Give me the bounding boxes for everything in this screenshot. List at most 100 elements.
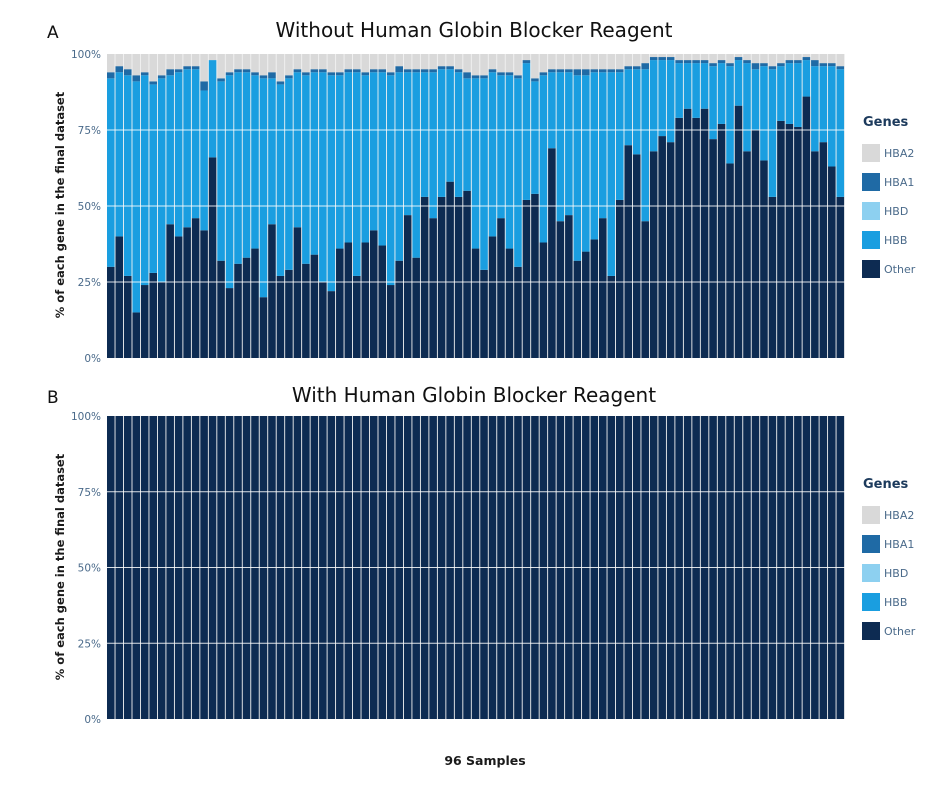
panel-a-bar-hbb-sample-48: [505, 75, 514, 249]
panel-a-bar-hba2-sample-49: [514, 54, 522, 76]
panel-a-bar-hba2-sample-33: [378, 54, 387, 70]
panel-a-bar-other-sample-2: [115, 236, 124, 358]
panel-a-bar-other-sample-6: [149, 272, 157, 358]
panel-a-y-axis-label: % of each gene in the final dataset: [53, 91, 67, 318]
panel-a-bar-hbb-sample-6: [149, 84, 157, 273]
panel-a-bar-other-sample-25: [310, 254, 319, 358]
panel-a-bar-hbb-sample-57: [582, 75, 590, 252]
panel-a-bar-hba1-sample-84: [811, 60, 819, 67]
panel-a-bar-hba2-sample-6: [149, 54, 157, 82]
panel-b-letter: B: [47, 388, 59, 408]
panel-a-bar-hbb-sample-31: [361, 75, 370, 243]
panel-a-bar-hba1-sample-34: [386, 72, 395, 76]
panel-b-legend: Genes HBA2 HBA1 HBD HBB Other: [862, 477, 916, 640]
panel-a-bar-hba1-sample-78: [760, 63, 768, 67]
panel-a-bar-other-sample-67: [666, 142, 675, 358]
panel-a-bar-other-sample-33: [378, 245, 387, 358]
panel-a-bar-hba2-sample-60: [607, 54, 616, 70]
panel-a-bar-hba2-sample-73: [717, 54, 726, 61]
panel-a-bar-hba1-sample-27: [327, 72, 336, 76]
panel-a-bar-hbb-sample-25: [310, 72, 319, 255]
panel-a-y-tick-label: 0%: [84, 353, 101, 365]
panel-a-bar-hba1-sample-55: [565, 69, 573, 73]
panel-a-bar-hba2-sample-26: [319, 54, 327, 70]
panel-a-bar-hba2-sample-38: [420, 54, 429, 70]
panel-a-bar-other-sample-84: [811, 151, 819, 358]
panel-a-bar-hba2-sample-52: [539, 54, 548, 73]
panel-a-legend: Genes HBA2 HBA1 HBD HBB Other: [862, 115, 916, 278]
panel-a-bar-hba1-sample-20: [268, 72, 276, 79]
panel-a-bar-hba2-sample-80: [777, 54, 785, 64]
panel-a-bar-other-sample-60: [607, 275, 616, 358]
panel-a-bar-hba1-sample-65: [649, 57, 658, 61]
panel-a-bar-other-sample-28: [336, 248, 344, 358]
panel-a-bar-hba1-sample-69: [683, 60, 692, 64]
panel-a-bar-hba2-sample-53: [548, 54, 556, 70]
panel-b-y-tick-label: 25%: [78, 638, 101, 650]
panel-a-bar-other-sample-57: [582, 251, 590, 358]
panel-a-bar-hba2-sample-32: [369, 54, 378, 70]
panel-a-bar-hba2-sample-69: [683, 54, 692, 61]
panel-a-bar-hba2-sample-9: [174, 54, 183, 70]
panel-a-bar-hbb-sample-36: [403, 72, 412, 216]
panel-a-bar-hbb-sample-21: [276, 84, 285, 276]
panel-b-legend-label-hba2: HBA2: [884, 509, 914, 522]
panel-a-bar-hbb-sample-64: [641, 69, 649, 222]
panel-a-bar-other-sample-42: [454, 196, 463, 358]
panel-a-bar-hba2-sample-35: [395, 54, 403, 67]
panel-a-bar-hba2-sample-41: [446, 54, 454, 67]
panel-a-bar-hbb-sample-75: [734, 60, 743, 106]
panel-a-bar-hba2-sample-48: [505, 54, 514, 73]
panel-a-bar-other-sample-17: [242, 257, 251, 358]
panel-a-bar-other-sample-75: [734, 105, 743, 359]
panel-b-y-tick-label: 0%: [84, 714, 101, 726]
panel-a-bar-other-sample-13: [208, 157, 217, 358]
panel-a-bar-hba1-sample-45: [480, 75, 488, 79]
panel-a-bar-hba1-sample-82: [794, 60, 802, 64]
panel-a-bar-other-sample-22: [285, 269, 293, 358]
panel-a-bar-other-sample-54: [556, 221, 565, 358]
panel-a-bar-hbb-sample-74: [726, 66, 734, 164]
panel-a-bar-other-sample-4: [132, 312, 141, 358]
panel-a-bar-hba2-sample-54: [556, 54, 565, 70]
panel-a-bar-hba2-sample-46: [488, 54, 497, 70]
panel-a-legend-label-hba2: HBA2: [884, 147, 914, 160]
panel-b-legend-swatch-hbd: [862, 564, 880, 582]
panel-a-bar-hba1-sample-49: [514, 75, 522, 79]
panel-a-bar-hbb-sample-30: [353, 72, 361, 276]
panel-a-bar-hba1-sample-15: [225, 72, 234, 76]
panel-a-bar-hba1-sample-63: [632, 66, 641, 70]
panel-a-bar-other-sample-14: [217, 260, 225, 358]
panel-a-bar-other-sample-56: [573, 260, 582, 358]
panel-a-letter: A: [47, 23, 59, 43]
panel-a-bar-hbb-sample-50: [522, 63, 531, 200]
panel-b-legend-swatch-hba2: [862, 506, 880, 524]
panel-a-bar-hba1-sample-70: [692, 60, 700, 64]
panel-a-bar-hbb-sample-26: [319, 72, 327, 283]
panel-a-bar-hba2-sample-31: [361, 54, 370, 73]
panel-a-bar-hba1-sample-74: [726, 63, 734, 67]
panel-a-bar-other-sample-51: [531, 193, 539, 358]
panel-a-bar-other-sample-41: [446, 181, 454, 358]
panel-a-bar-hbb-sample-85: [819, 66, 828, 143]
panel-a-bar-other-sample-50: [522, 199, 531, 358]
panel-a-bar-hba2-sample-57: [582, 54, 590, 70]
panel-a-bar-hba1-sample-39: [429, 69, 437, 73]
panel-a-bar-hba1-sample-35: [395, 66, 403, 73]
panel-a-bar-hba2-sample-79: [768, 54, 777, 67]
panel-a-bar-hbb-sample-33: [378, 72, 387, 246]
panel-a-legend-swatch-other: [862, 260, 880, 278]
panel-b-y-tick-label: 75%: [78, 487, 101, 499]
panel-a-bar-hba1-sample-36: [403, 69, 412, 73]
panel-a-bar-other-sample-31: [361, 242, 370, 358]
panel-b-y-tick-label: 100%: [71, 411, 101, 423]
panel-a-bar-hba1-sample-56: [573, 69, 582, 76]
panel-a-bar-hbb-sample-62: [624, 69, 633, 146]
panel-a-bar-hba1-sample-68: [675, 60, 683, 64]
panel-a-bar-hbb-sample-84: [811, 66, 819, 152]
panel-a-bar-hba1-sample-59: [599, 69, 607, 73]
panel-a-bar-hba2-sample-13: [208, 54, 217, 61]
panel-a-bar-hba1-sample-80: [777, 63, 785, 67]
panel-a-bar-hba1-sample-9: [174, 69, 183, 73]
panel-a-bar-hba2-sample-70: [692, 54, 700, 61]
